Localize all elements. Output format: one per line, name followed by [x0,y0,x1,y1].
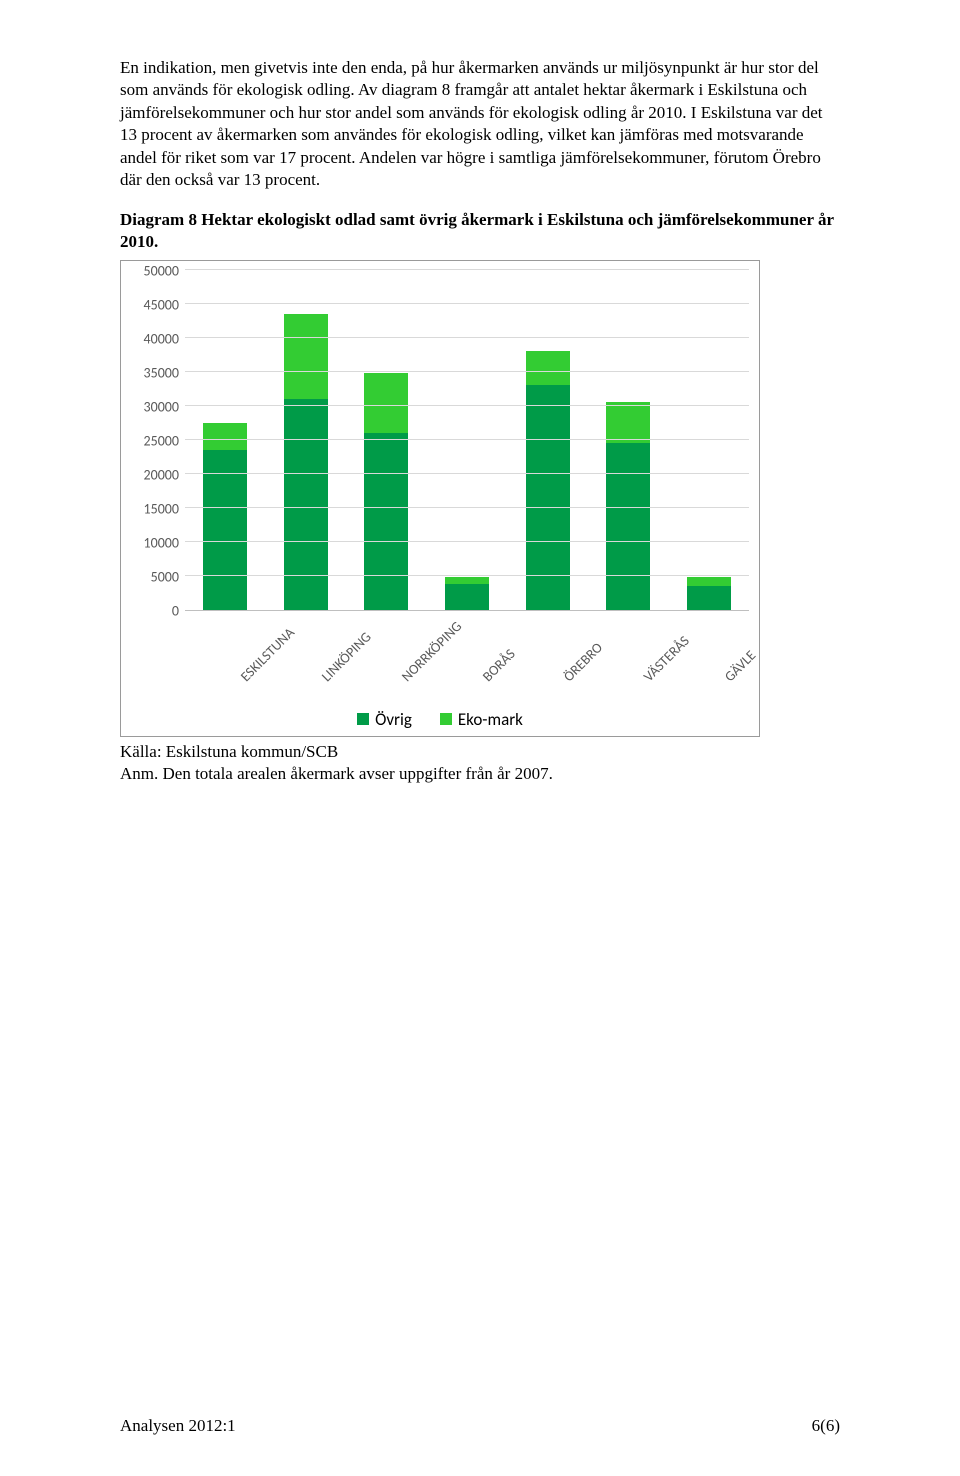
page: En indikation, men givetvis inte den end… [0,0,960,1476]
y-tick-label: 15000 [144,500,179,517]
bar-borås [445,577,489,610]
legend-swatch-ovrig [357,713,369,725]
chart-bars-zone [185,271,749,611]
bar-segment-övrig [606,443,650,610]
bar-segment-eko-mark [284,314,328,399]
grid-line [185,303,749,304]
page-footer: Analysen 2012:1 6(6) [120,1416,840,1436]
source-line-2: Anm. Den totala arealen åkermark avser u… [120,763,840,785]
bar-segment-eko-mark [203,423,247,450]
chart-source: Källa: Eskilstuna kommun/SCB Anm. Den to… [120,741,840,786]
bar-segment-övrig [526,385,570,609]
chart-plot-area: 0500010000150002000025000300003500040000… [131,271,749,611]
bar-segment-övrig [687,586,731,610]
grid-line [185,473,749,474]
paragraph-intro: En indikation, men givetvis inte den end… [120,57,840,192]
grid-line [185,405,749,406]
grid-line [185,541,749,542]
y-tick-label: 40000 [144,330,179,347]
bar-örebro [526,351,570,609]
source-line-1: Källa: Eskilstuna kommun/SCB [120,741,840,763]
chart-title: Diagram 8 Hektar ekologiskt odlad samt ö… [120,209,840,254]
footer-left: Analysen 2012:1 [120,1416,236,1436]
y-tick-label: 35000 [144,364,179,381]
bar-segment-eko-mark [445,577,489,584]
bar-gävle [687,577,731,610]
bar-eskilstuna [203,423,247,610]
chart-legend: Övrig Eko-mark [131,709,749,730]
legend-label-ekomark: Eko-mark [458,709,523,730]
y-tick-label: 30000 [144,398,179,415]
chart-container: 0 5000 10000 15000 20000 25000 30000 35000 40000… [120,260,760,737]
bar-segment-övrig [284,399,328,610]
grid-line [185,337,749,338]
y-tick-label: 5000 [151,568,179,585]
bar-segment-övrig [364,433,408,610]
y-tick-label: 50000 [144,262,179,279]
footer-right: 6(6) [812,1416,840,1436]
grid-line [185,371,749,372]
grid-line [185,439,749,440]
y-tick-label: 20000 [144,466,179,483]
grid-line [185,269,749,270]
bar-segment-eko-mark [606,402,650,443]
y-tick-label: 45000 [144,296,179,313]
bar-segment-eko-mark [526,351,570,385]
chart-y-axis: 0500010000150002000025000300003500040000… [131,271,185,611]
legend-label-ovrig: Övrig [375,709,412,730]
legend-swatch-ekomark [440,713,452,725]
y-tick-label: 10000 [144,534,179,551]
y-tick-label: 25000 [144,432,179,449]
grid-line [185,507,749,508]
legend-item-ekomark: Eko-mark [440,709,523,730]
bar-segment-eko-mark [364,373,408,433]
legend-item-ovrig: Övrig [357,709,412,730]
chart-x-axis: ESKILSTUNALINKÖPINGNORRKÖPINGBORÅSÖREBRO… [185,611,749,703]
chart-x-labels: ESKILSTUNALINKÖPINGNORRKÖPINGBORÅSÖREBRO… [185,611,749,703]
bar-segment-övrig [203,450,247,610]
bar-segment-övrig [445,584,489,610]
grid-line [185,575,749,576]
bar-segment-eko-mark [687,577,731,586]
bar-linköping [284,314,328,610]
y-tick-label: 0 [172,602,179,619]
chart-bars-row [185,271,749,610]
